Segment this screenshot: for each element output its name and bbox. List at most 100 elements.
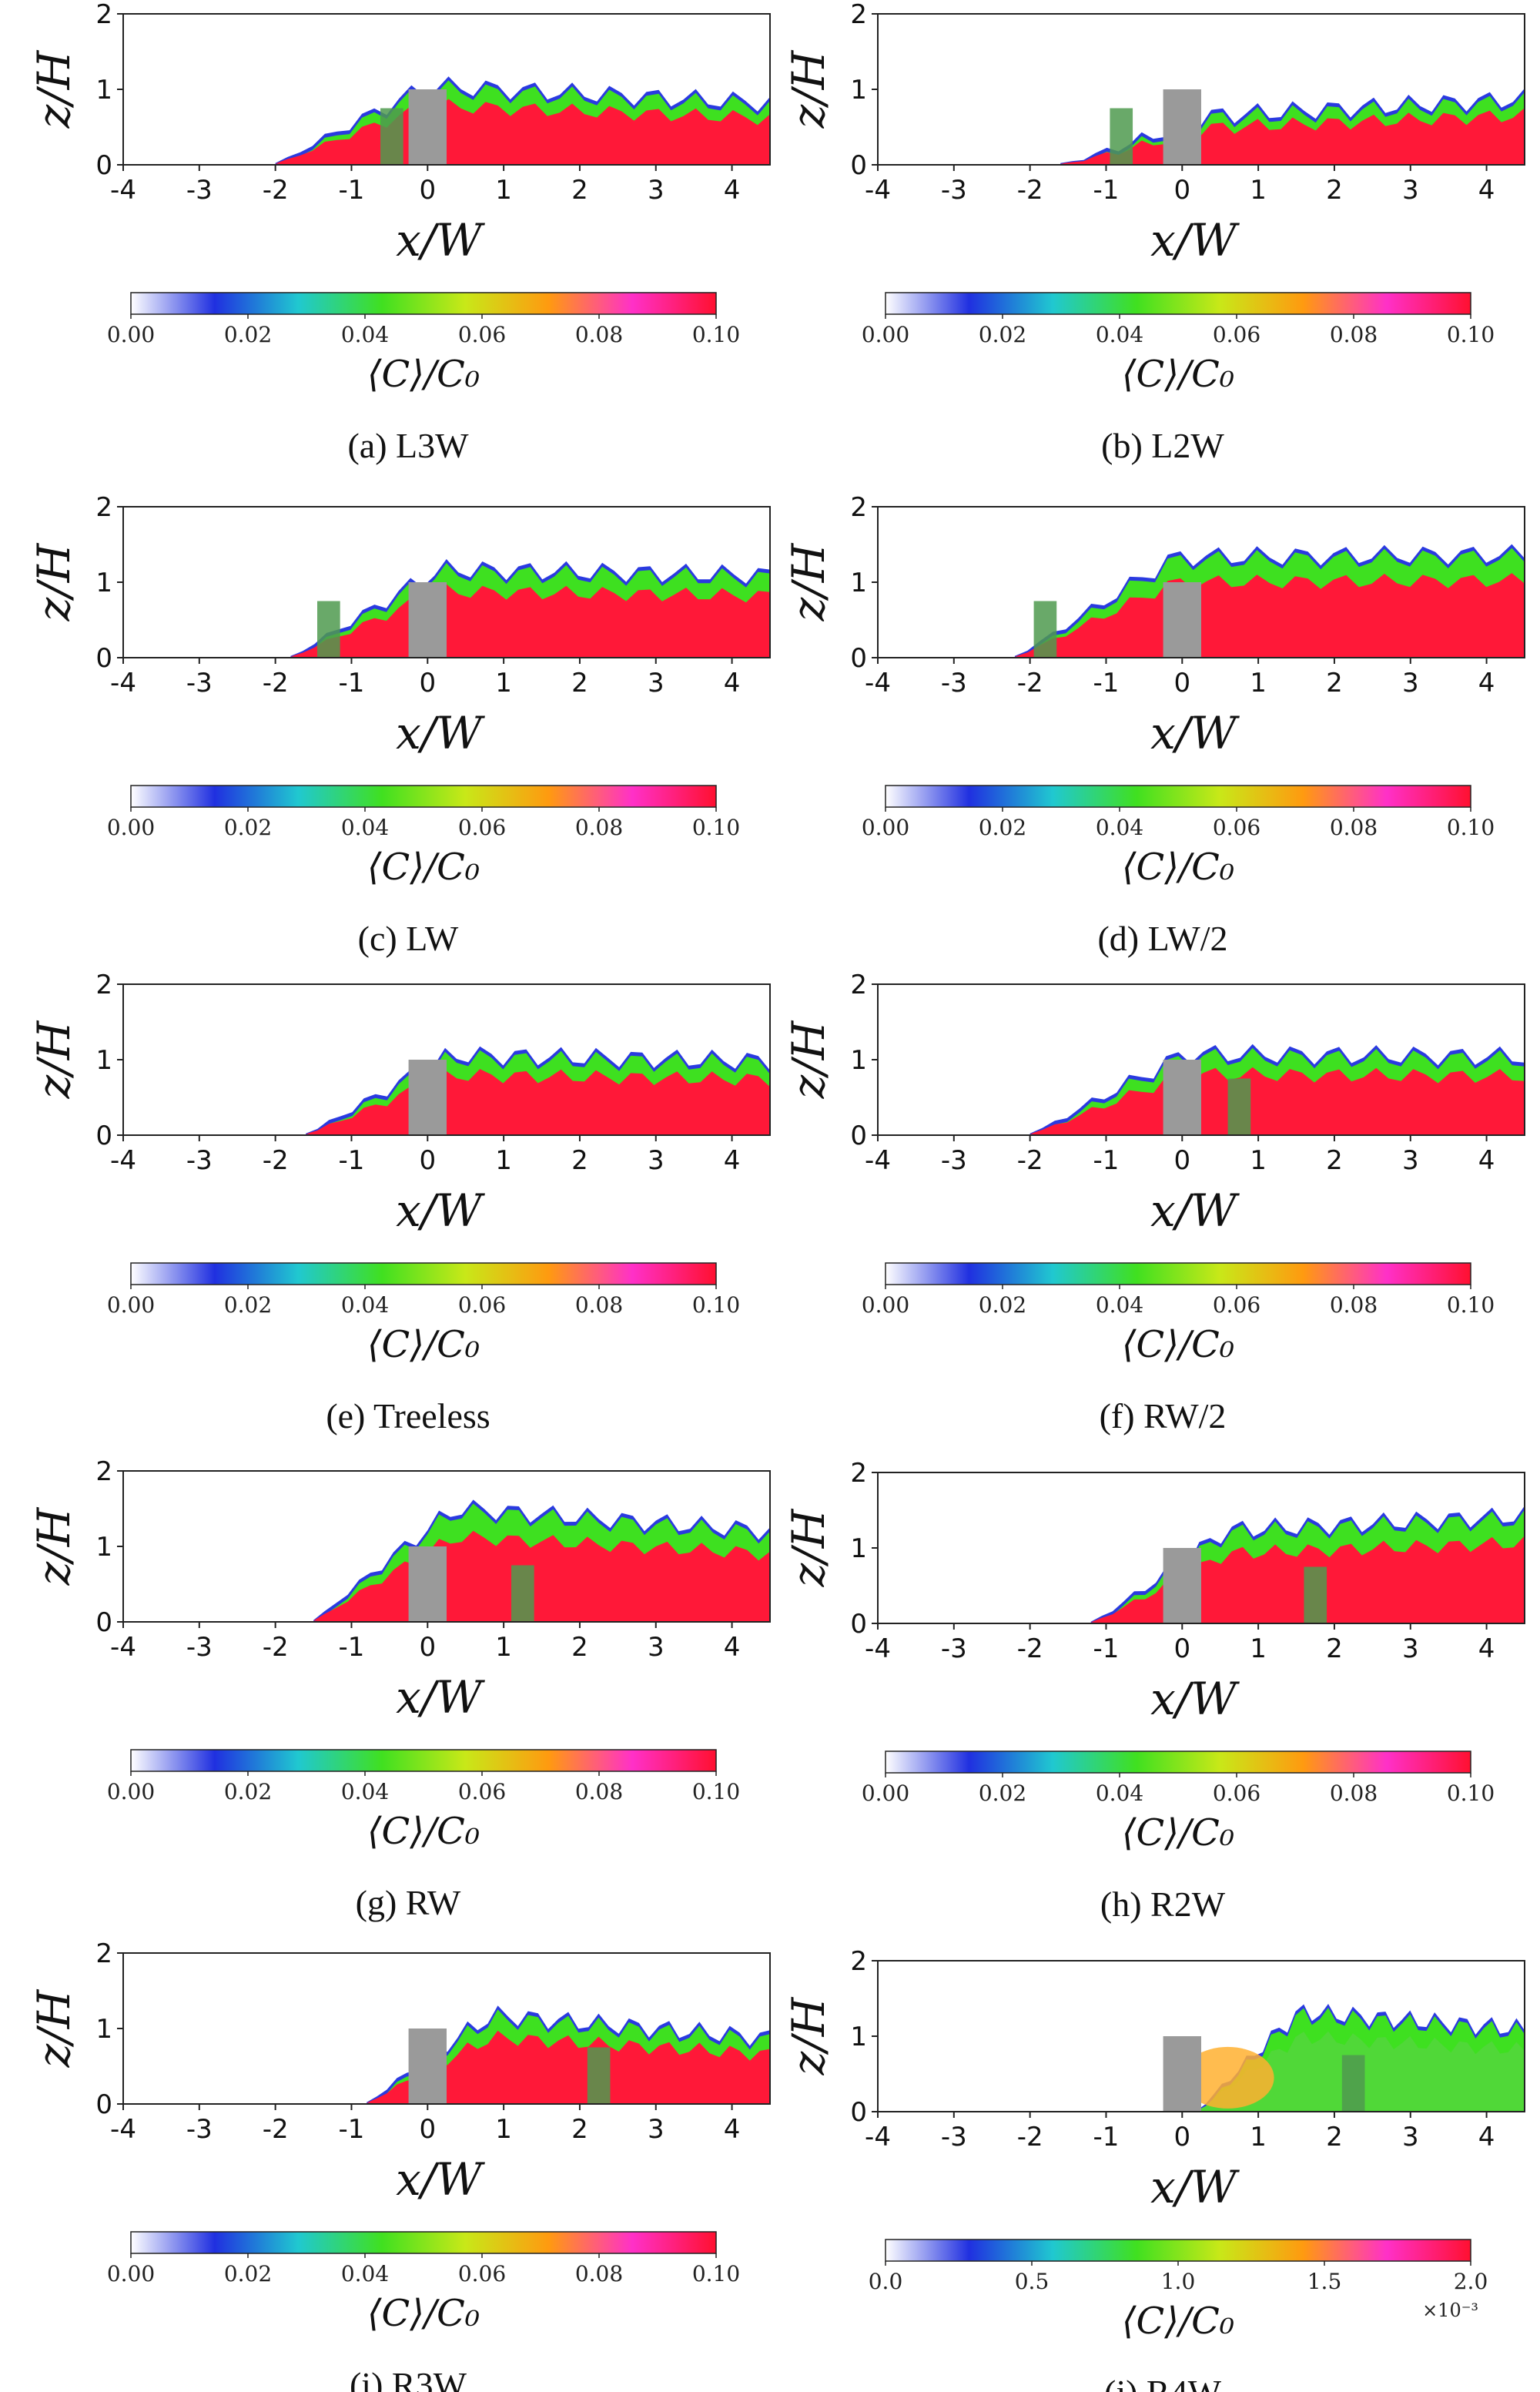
x-tick-label: 1: [495, 1145, 512, 1176]
x-axis-label: x/W: [396, 214, 485, 266]
panel-caption: (b) L2W: [1101, 426, 1224, 465]
x-tick-label: -4: [110, 1632, 136, 1663]
colorbar-tick-label: 0.04: [341, 815, 389, 840]
x-axis-label: x/W: [396, 2153, 485, 2206]
x-tick-label: -2: [263, 1145, 289, 1176]
colorbar-tick-label: 0.06: [1213, 322, 1260, 347]
x-tick-label: 1: [495, 1632, 512, 1663]
y-tick-label: 2: [850, 1946, 867, 1977]
x-tick-label: -2: [1017, 2122, 1043, 2152]
x-tick-label: -2: [1017, 1145, 1043, 1176]
tree-block: [1110, 108, 1133, 165]
plume-core: [367, 2030, 770, 2104]
x-tick-label: -2: [263, 2114, 289, 2145]
y-tick-label: 2: [850, 0, 867, 30]
x-tick-label: -1: [1093, 175, 1120, 206]
y-tick-label: 1: [95, 2014, 112, 2045]
x-tick-label: 4: [724, 1145, 741, 1176]
panel-caption: (a) L3W: [347, 426, 469, 465]
x-tick-label: 4: [1478, 668, 1495, 699]
colorbar-tick-label: 0.08: [575, 815, 623, 840]
colorbar: [130, 785, 717, 808]
colorbar-tick-label: 0.00: [862, 1781, 909, 1806]
colorbar-tick-label: 0.00: [862, 1292, 909, 1318]
colorbar-tick-label: 0.00: [107, 1292, 155, 1318]
colorbar-tick-label: 0.04: [1096, 322, 1143, 347]
y-axis-label: z/H: [28, 542, 80, 621]
colorbar-label: ⟨C⟩/C₀: [1122, 2300, 1234, 2343]
x-tick-label: -4: [865, 1145, 891, 1176]
panel-j: -4 -3 -2 -1 0 1 2 3 4 0 1 2 x/W z/H 0.0 0.5 1.0 1.5 2.0 ×10…: [782, 1946, 1525, 2392]
colorbar-tick-label: 0.04: [1096, 1292, 1143, 1318]
x-axis-label: x/W: [396, 1184, 485, 1237]
x-tick-label: 3: [1402, 175, 1419, 206]
x-tick-label: 4: [1478, 2122, 1495, 2152]
x-tick-label: -3: [186, 668, 213, 699]
colorbar-label: ⟨C⟩/C₀: [1122, 353, 1234, 396]
colorbar-tick-label: 0.06: [1213, 815, 1260, 840]
colorbar-tick-label: 0.08: [1330, 322, 1378, 347]
x-tick-label: -4: [110, 1145, 136, 1176]
x-tick-label: -1: [1093, 2122, 1120, 2152]
y-tick-label: 2: [95, 492, 112, 523]
colorbar-tick-label: 0.06: [1213, 1781, 1260, 1806]
panel-caption: (c) LW: [358, 919, 459, 958]
colorbar-label: ⟨C⟩/C₀: [1122, 1323, 1234, 1366]
concentration-field: [367, 2005, 770, 2104]
panel-i: -4 -3 -2 -1 0 1 2 3 4 0 1 2 x/W z/H 0.00 0.02 0.04 0.06 0.…: [28, 1938, 771, 2392]
colorbar-tick-label: 0.08: [1330, 1781, 1378, 1806]
y-tick-label: 2: [95, 970, 112, 1000]
x-axis-label: x/W: [1150, 1184, 1240, 1237]
tree-block: [380, 108, 403, 165]
tree-block: [1227, 1078, 1251, 1135]
panel-caption: (g) RW: [356, 1883, 461, 1922]
building-block: [408, 1546, 447, 1622]
colorbar-tick-label: 0.10: [1447, 1292, 1495, 1318]
x-tick-label: 1: [1250, 1633, 1267, 1664]
colorbar: [885, 292, 1471, 315]
panel-caption: (h) R2W: [1100, 1884, 1226, 1924]
concentration-field: [1163, 2004, 1525, 2112]
y-tick-label: 0: [850, 643, 867, 674]
x-tick-label: 0: [419, 2114, 436, 2145]
x-tick-label: 1: [495, 2114, 512, 2145]
x-axis-label: x/W: [1150, 707, 1240, 759]
panel-caption: (j) R4W: [1104, 2373, 1222, 2392]
x-tick-label: -1: [1093, 668, 1120, 699]
y-tick-label: 2: [850, 970, 867, 1000]
tree-block: [1341, 2055, 1365, 2112]
building-block: [1163, 1548, 1201, 1623]
x-tick-label: 3: [648, 2114, 665, 2145]
colorbar-tick-label: 0.06: [458, 322, 506, 347]
x-tick-label: 3: [1402, 2122, 1419, 2152]
y-tick-label: 1: [850, 2022, 867, 2052]
y-tick-label: 2: [850, 1458, 867, 1489]
x-tick-label: 2: [571, 175, 588, 206]
colorbar: [130, 1262, 717, 1285]
y-tick-label: 1: [95, 1045, 112, 1076]
y-tick-label: 0: [850, 150, 867, 181]
y-tick-label: 1: [850, 1045, 867, 1076]
x-tick-label: 0: [1173, 2122, 1190, 2152]
x-tick-label: -2: [263, 668, 289, 699]
x-tick-label: 0: [419, 175, 436, 206]
concentration-field: [290, 559, 770, 658]
colorbar-tick-label: 0.00: [862, 815, 909, 840]
x-tick-label: 3: [648, 175, 665, 206]
x-tick-label: 3: [1402, 1633, 1419, 1664]
tree-block: [1304, 1566, 1327, 1623]
y-axis-label: z/H: [782, 1508, 835, 1587]
x-tick-label: 2: [571, 1632, 588, 1663]
x-axis-label: x/W: [396, 1671, 485, 1724]
colorbar-tick-label: 0.02: [224, 815, 272, 840]
colorbar-tick-label: 0.02: [979, 1292, 1026, 1318]
colorbar: [885, 1262, 1471, 1285]
x-tick-label: 3: [648, 1145, 665, 1176]
colorbar-tick-label: 0.04: [1096, 815, 1143, 840]
colorbar-label: ⟨C⟩/C₀: [1122, 846, 1234, 889]
panel-caption: (e) Treeless: [326, 1396, 490, 1436]
x-tick-label: 4: [724, 668, 741, 699]
y-tick-label: 1: [850, 1533, 867, 1564]
x-tick-label: 2: [1326, 668, 1343, 699]
colorbar: [885, 2239, 1471, 2262]
